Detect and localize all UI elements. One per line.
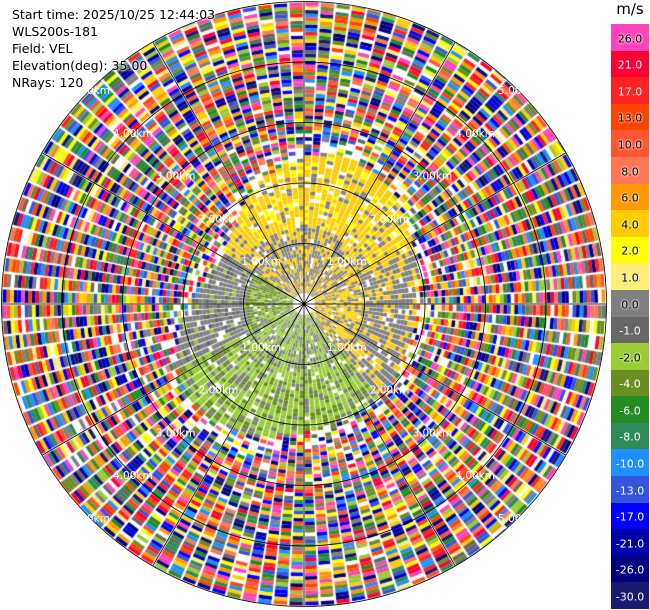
- colorbar: 26.0 21.0 17.0 13.0 10.0 8.0 6.0 4.0 2.0 1.0 0.0 -1…: [611, 24, 649, 610]
- colorbar-tick-label: -10.0: [615, 457, 645, 471]
- range-ring: [1, 1, 607, 607]
- range-ring-label: 3.00km: [412, 427, 452, 439]
- azimuth-spoke: [42, 152, 305, 305]
- colorbar-segment: [611, 369, 649, 397]
- range-ring-label: 2.00km: [370, 385, 410, 397]
- colorbar-tick-label: -1.0: [619, 324, 641, 338]
- colorbar-tick-label: -2.0: [619, 351, 641, 365]
- range-ring-overlay: 1.00km 1.00km 1.00km 1.00km 2.00km 2.00km 2.00…: [1, 1, 607, 607]
- range-ring-label: 3.00km: [156, 427, 196, 439]
- azimuth-spoke: [152, 42, 305, 305]
- colorbar-segment: [611, 529, 649, 557]
- info-panel: Start time: 2025/10/25 12:44:03 WLS200s-…: [12, 6, 215, 91]
- range-ring-label: 5.00km: [498, 85, 538, 97]
- colorbar-tick-label: -26.0: [615, 563, 645, 577]
- elevation-text: Elevation(deg): 35.00: [12, 58, 148, 73]
- colorbar-segment: [611, 24, 649, 52]
- colorbar-tick-label: -6.0: [619, 404, 641, 418]
- colorbar-segment: [611, 156, 649, 185]
- range-ring-label: 1.00km: [327, 342, 367, 354]
- range-ring-label: 4.00km: [455, 128, 495, 140]
- colorbar-tick-label: 26.0: [617, 32, 643, 46]
- colorbar-tick-label: -30.0: [615, 590, 645, 604]
- colorbar-tick-label: 6.0: [621, 191, 639, 205]
- colorbar-unit: m/s: [616, 0, 644, 18]
- range-ring-label: 1.00km: [327, 256, 367, 268]
- range-ring-label: 5.00km: [498, 513, 538, 525]
- range-ring-label: 2.00km: [199, 385, 239, 397]
- range-ring-label: 5.00km: [70, 85, 110, 97]
- range-ring-label: 3.00km: [412, 171, 452, 183]
- colorbar-tick-label: -17.0: [615, 510, 645, 524]
- colorbar-tick-label: 2.0: [621, 244, 639, 258]
- colorbar-segment: [611, 236, 649, 264]
- colorbar-segment: [611, 289, 649, 317]
- colorbar-segment: [611, 77, 649, 105]
- colorbar-tick-label: -21.0: [615, 537, 645, 551]
- colorbar-tick-label: 0.0: [621, 298, 639, 312]
- range-ring-label: 4.00km: [113, 128, 153, 140]
- colorbar-tick-label: -8.0: [619, 430, 641, 444]
- colorbar-segment: [611, 50, 649, 78]
- colorbar-segment: [611, 316, 649, 344]
- start-time-text: Start time: 2025/10/25 12:44:03: [12, 7, 216, 22]
- colorbar-segment: [611, 130, 649, 158]
- colorbar-segment: [611, 449, 649, 477]
- colorbar-segment: [611, 210, 649, 238]
- colorbar-tick-label: 21.0: [617, 58, 643, 72]
- colorbar-tick-label: 4.0: [621, 218, 639, 232]
- colorbar-tick-label: -4.0: [619, 377, 641, 391]
- nrays-text: NRays: 120: [12, 75, 84, 90]
- range-ring-label: 3.00km: [156, 171, 196, 183]
- colorbar-tick-label: 17.0: [617, 85, 643, 99]
- azimuth-spoke: [303, 152, 566, 305]
- range-ring-label: 2.00km: [370, 213, 410, 225]
- colorbar-segment: [611, 103, 649, 131]
- azimuth-spoke: [152, 303, 305, 566]
- azimuth-spoke: [303, 42, 456, 305]
- field-text: Field: VEL: [12, 41, 73, 56]
- azimuth-spoke: [303, 303, 456, 566]
- colorbar-segment: [611, 263, 649, 291]
- colorbar-tick-label: -13.0: [615, 484, 645, 498]
- colorbar-segment: [611, 555, 649, 583]
- colorbar-tick-label: 8.0: [621, 165, 639, 179]
- range-ring-label: 4.00km: [455, 470, 495, 482]
- colorbar-segment: [611, 343, 649, 371]
- range-ring-label: 1.00km: [241, 256, 281, 268]
- colorbar-tick-label: 1.0: [621, 271, 639, 285]
- colorbar-segment: [611, 422, 649, 450]
- site-text: WLS200s-181: [12, 24, 98, 39]
- range-ring-label: 2.00km: [199, 213, 239, 225]
- range-ring-label: 1.00km: [241, 342, 281, 354]
- azimuth-spoke: [42, 303, 305, 456]
- range-ring-label: 4.00km: [113, 470, 153, 482]
- range-ring-label: 5.00km: [70, 513, 110, 525]
- colorbar-segment: [611, 183, 649, 211]
- colorbar-segment: [611, 582, 649, 610]
- colorbar-segment: [611, 476, 649, 504]
- colorbar-tick-label: 13.0: [617, 111, 643, 125]
- colorbar-tick-label: 10.0: [617, 138, 643, 152]
- colorbar-segment: [611, 396, 649, 424]
- azimuth-spoke: [303, 303, 566, 456]
- colorbar-segment: [611, 502, 649, 530]
